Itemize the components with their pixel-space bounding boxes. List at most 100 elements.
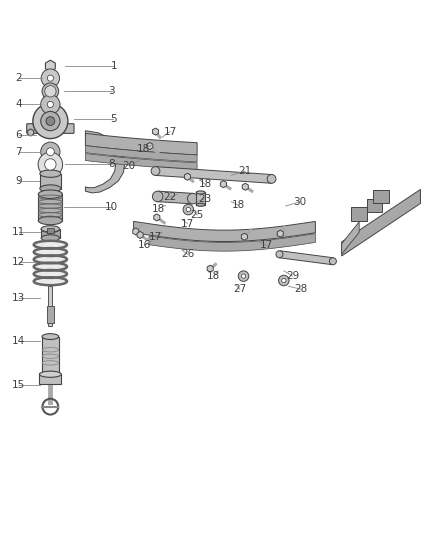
Circle shape	[41, 95, 60, 114]
Text: 11: 11	[12, 228, 25, 237]
Ellipse shape	[39, 190, 63, 198]
Text: 30: 30	[293, 197, 307, 207]
Text: 1: 1	[110, 61, 117, 71]
Text: 23: 23	[198, 193, 212, 204]
Text: 18: 18	[137, 144, 150, 154]
Polygon shape	[85, 133, 197, 155]
Polygon shape	[342, 189, 420, 256]
Text: 15: 15	[12, 379, 25, 390]
Ellipse shape	[196, 191, 205, 194]
Ellipse shape	[41, 235, 60, 241]
Bar	[39, 194, 63, 221]
Polygon shape	[133, 228, 139, 235]
Circle shape	[279, 275, 289, 286]
Ellipse shape	[41, 226, 60, 232]
Bar	[196, 192, 205, 205]
Bar	[351, 207, 367, 221]
Circle shape	[241, 274, 246, 278]
Bar	[41, 229, 60, 238]
Text: 17: 17	[260, 240, 273, 251]
Text: 20: 20	[123, 161, 136, 171]
Bar	[47, 306, 54, 324]
Bar	[42, 336, 59, 376]
Circle shape	[46, 117, 55, 125]
Polygon shape	[342, 222, 359, 254]
Polygon shape	[279, 251, 333, 265]
Circle shape	[33, 103, 68, 139]
Polygon shape	[149, 233, 315, 251]
Polygon shape	[28, 129, 34, 136]
Polygon shape	[242, 183, 248, 190]
Ellipse shape	[42, 334, 59, 340]
Polygon shape	[134, 221, 315, 241]
Bar	[39, 374, 61, 384]
Polygon shape	[154, 214, 160, 221]
Text: 10: 10	[105, 203, 118, 212]
Polygon shape	[85, 146, 197, 162]
Text: 18: 18	[198, 179, 212, 189]
Text: 25: 25	[191, 210, 204, 220]
Text: 27: 27	[233, 284, 247, 294]
Circle shape	[45, 159, 56, 170]
Text: 9: 9	[15, 176, 22, 186]
Circle shape	[41, 69, 60, 87]
Text: 14: 14	[12, 336, 25, 346]
Text: 18: 18	[207, 271, 220, 281]
Text: 3: 3	[108, 86, 115, 96]
Text: 18: 18	[232, 200, 245, 210]
Text: 28: 28	[295, 284, 308, 294]
Ellipse shape	[40, 170, 61, 177]
Polygon shape	[155, 167, 272, 183]
Text: 22: 22	[163, 192, 177, 203]
Text: 17: 17	[181, 219, 194, 229]
Circle shape	[183, 204, 194, 215]
Ellipse shape	[39, 371, 61, 377]
Circle shape	[46, 87, 55, 96]
Text: 17: 17	[163, 127, 177, 136]
Circle shape	[42, 83, 59, 100]
Bar	[34, 241, 67, 285]
Polygon shape	[85, 154, 197, 170]
Bar	[47, 229, 54, 233]
Circle shape	[267, 174, 276, 183]
Text: 13: 13	[12, 293, 25, 303]
Polygon shape	[152, 128, 159, 135]
Circle shape	[47, 75, 53, 81]
Text: 8: 8	[108, 159, 115, 169]
Polygon shape	[46, 60, 55, 71]
Polygon shape	[157, 191, 193, 204]
Text: 16: 16	[138, 240, 151, 251]
Polygon shape	[147, 142, 153, 150]
Text: 18: 18	[152, 204, 165, 214]
Text: 17: 17	[149, 232, 162, 242]
Polygon shape	[277, 230, 283, 237]
Polygon shape	[137, 231, 143, 238]
Circle shape	[187, 193, 198, 204]
Circle shape	[186, 207, 191, 212]
FancyBboxPatch shape	[27, 124, 74, 133]
Circle shape	[276, 251, 283, 258]
Circle shape	[45, 86, 56, 97]
Text: 12: 12	[12, 257, 25, 267]
Ellipse shape	[39, 216, 63, 225]
Text: 6: 6	[15, 130, 22, 140]
Circle shape	[282, 278, 286, 282]
Circle shape	[238, 271, 249, 281]
Circle shape	[41, 111, 60, 131]
Circle shape	[46, 148, 54, 156]
Ellipse shape	[196, 203, 205, 206]
Circle shape	[38, 152, 63, 177]
Polygon shape	[220, 181, 226, 188]
Circle shape	[151, 167, 160, 175]
Text: 7: 7	[15, 147, 22, 157]
Ellipse shape	[40, 185, 61, 192]
Text: 2: 2	[15, 72, 22, 83]
Ellipse shape	[42, 373, 59, 379]
Polygon shape	[207, 265, 213, 272]
Text: 29: 29	[286, 271, 299, 281]
Polygon shape	[241, 233, 247, 240]
Polygon shape	[184, 173, 191, 180]
Text: 5: 5	[110, 115, 117, 124]
Text: 21: 21	[239, 166, 252, 176]
Polygon shape	[85, 131, 125, 193]
